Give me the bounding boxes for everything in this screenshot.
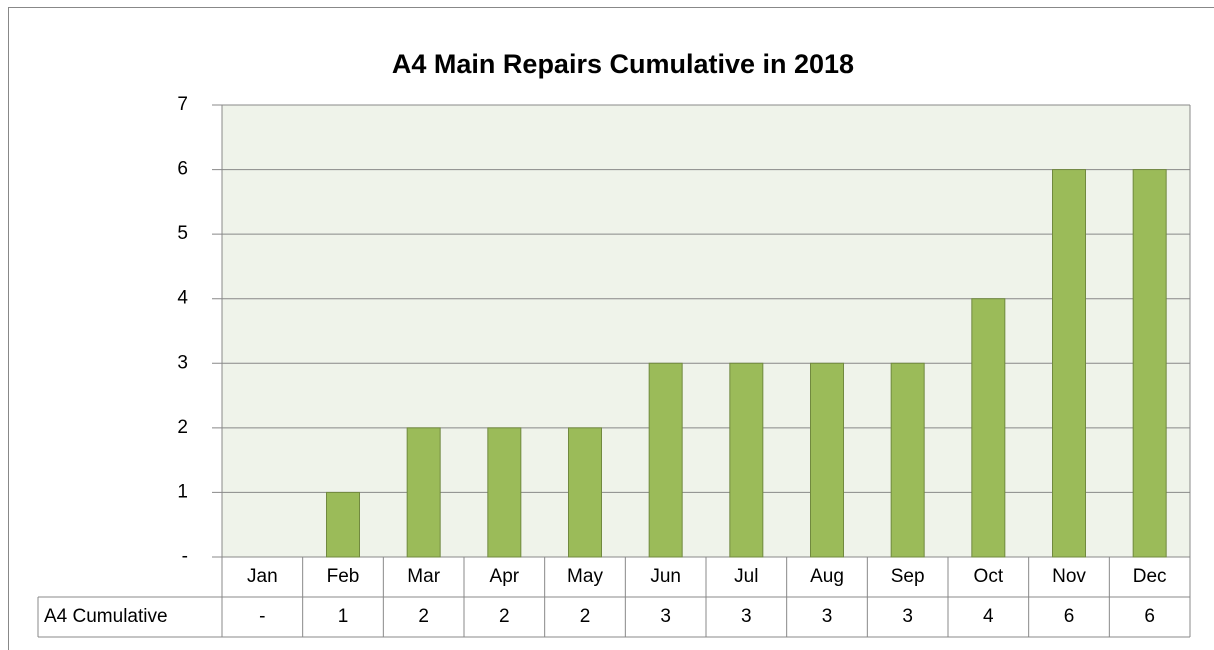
data-label: 2 xyxy=(418,606,429,627)
data-label: 3 xyxy=(822,606,833,627)
bar xyxy=(406,427,441,558)
bar xyxy=(568,427,602,558)
plot-area xyxy=(222,105,1190,557)
x-tick-label: Jun xyxy=(650,566,681,587)
bar xyxy=(971,298,1006,558)
x-tick-label: Oct xyxy=(974,566,1004,587)
bar xyxy=(1132,169,1167,558)
y-tick-label: 5 xyxy=(177,223,188,244)
data-label: 2 xyxy=(580,606,591,627)
bar xyxy=(729,362,764,558)
y-tick-label: - xyxy=(182,546,188,567)
x-tick-label: Nov xyxy=(1052,566,1086,587)
bar xyxy=(1052,169,1086,558)
x-tick-label: Dec xyxy=(1133,566,1167,587)
chart-title: A4 Main Repairs Cumulative in 2018 xyxy=(392,49,854,79)
data-label: 4 xyxy=(983,606,994,627)
data-label: 6 xyxy=(1144,606,1155,627)
data-label: 1 xyxy=(338,606,349,627)
y-tick-label: 1 xyxy=(177,481,188,502)
x-tick-label: Mar xyxy=(407,566,440,587)
x-tick-label: Jan xyxy=(247,566,278,587)
x-tick-label: Sep xyxy=(891,566,925,587)
data-label: 3 xyxy=(660,606,671,627)
y-tick-label: 6 xyxy=(177,159,188,180)
data-label: 2 xyxy=(499,606,510,627)
legend-label: A4 Cumulative xyxy=(44,606,168,627)
x-tick-label: Feb xyxy=(327,566,360,587)
bar xyxy=(648,362,683,558)
y-tick-label: 3 xyxy=(177,352,188,373)
x-tick-label: Jul xyxy=(734,566,758,587)
bar xyxy=(890,362,925,558)
y-tick-label: 2 xyxy=(177,417,188,438)
data-label: 6 xyxy=(1064,606,1075,627)
y-tick-label: 7 xyxy=(177,94,188,115)
data-label: 3 xyxy=(741,606,752,627)
x-tick-label: Aug xyxy=(810,566,844,587)
x-tick-label: Apr xyxy=(490,566,520,587)
data-label: - xyxy=(259,606,265,627)
bar xyxy=(487,427,522,558)
bar xyxy=(810,362,844,558)
bar xyxy=(326,491,360,558)
y-tick-label: 4 xyxy=(177,288,188,309)
data-label: 3 xyxy=(902,606,913,627)
x-tick-label: May xyxy=(567,566,603,587)
